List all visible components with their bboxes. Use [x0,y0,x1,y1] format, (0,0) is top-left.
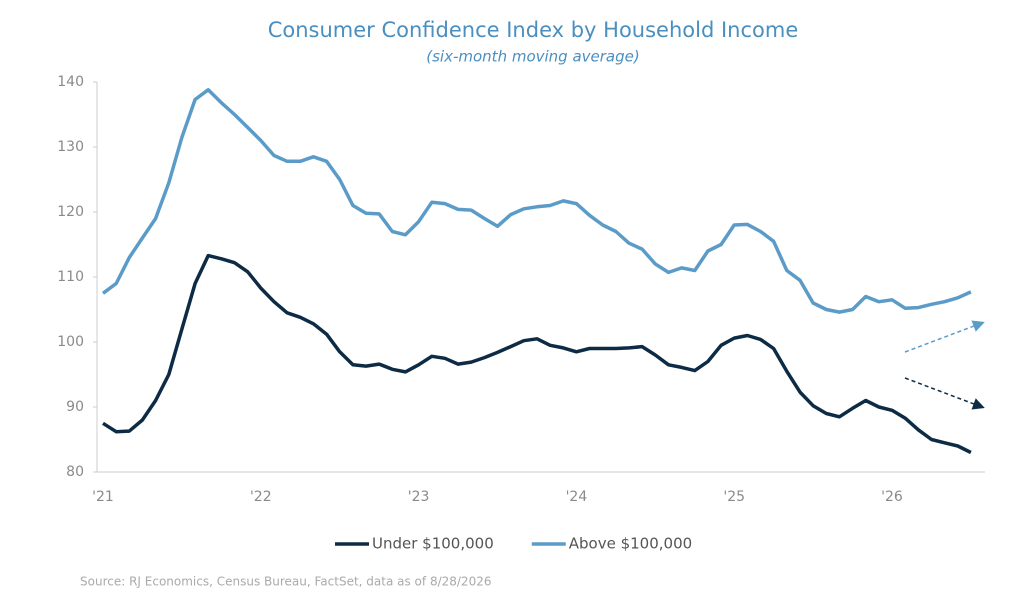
x-tick-label: '26 [881,489,903,505]
y-tick-label: 120 [57,204,84,220]
x-tick-label: '21 [92,489,114,505]
y-tick-label: 130 [57,139,84,155]
y-tick-label: 110 [57,269,84,285]
series-line [102,253,972,455]
x-tick-label: '22 [250,489,272,505]
y-tick-label: 140 [57,74,84,90]
chart-subtitle: (six-month moving average) [426,48,639,66]
legend-label: Under $100,000 [372,535,494,553]
y-tick-label: 100 [57,334,84,350]
trend-arrow [904,320,985,353]
trend-arrow [904,377,985,410]
x-tick-label: '25 [723,489,745,505]
x-tick-label: '23 [408,489,430,505]
y-tick-label: 90 [66,399,84,415]
x-tick-label: '24 [566,489,588,505]
y-tick-label: 80 [66,464,84,480]
series-line [101,88,972,314]
legend-label: Above $100,000 [569,535,692,553]
chart-title: Consumer Confidence Index by Household I… [268,18,799,42]
source-note: Source: RJ Economics, Census Bureau, Fac… [80,575,491,589]
